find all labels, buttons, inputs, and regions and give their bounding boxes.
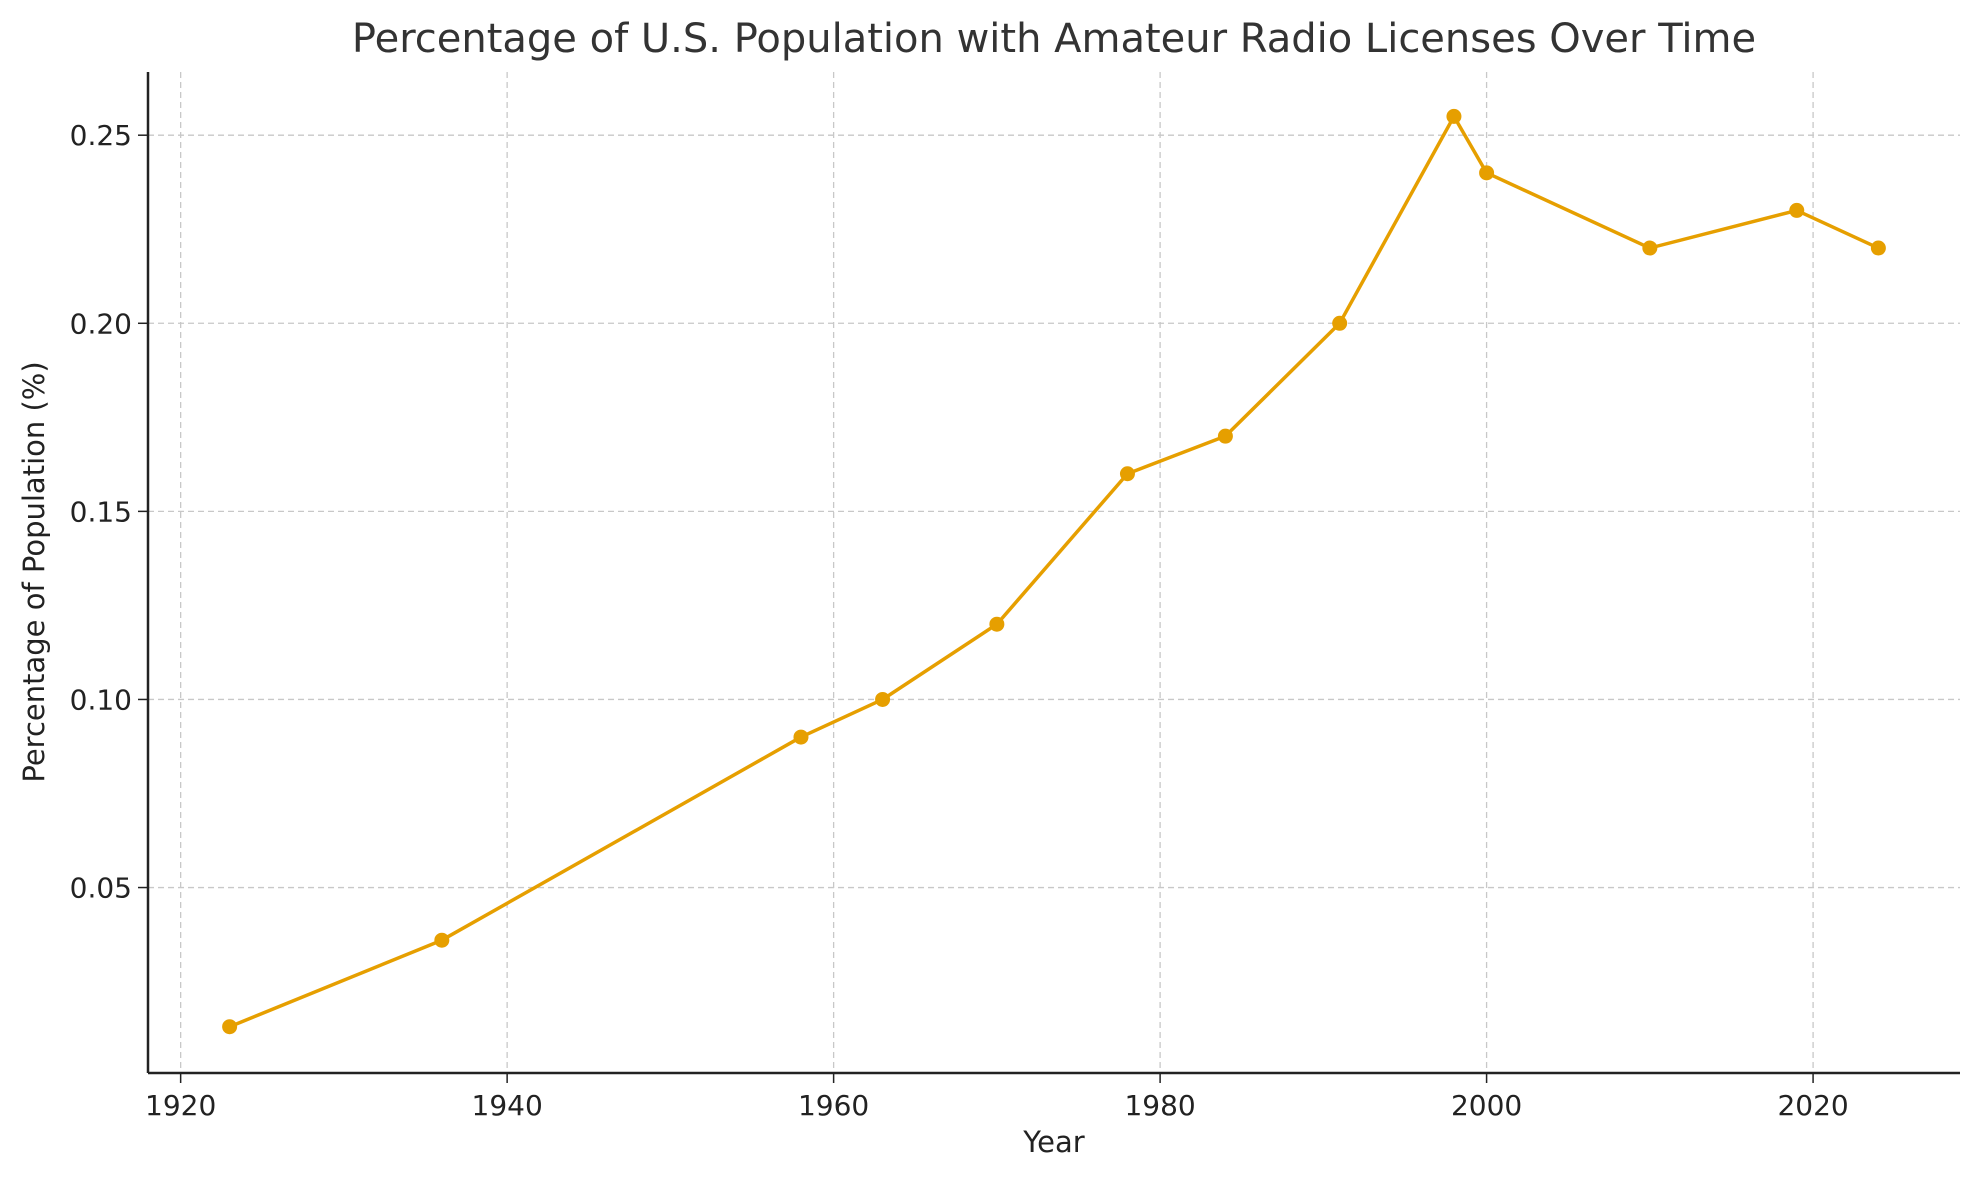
data-point (1119, 466, 1135, 482)
data-point (793, 729, 809, 745)
data-point (1789, 202, 1805, 218)
y-tick-label: 0.05 (70, 872, 132, 905)
chart-title: Percentage of U.S. Population with Amate… (352, 16, 1756, 62)
data-point (1642, 240, 1658, 256)
data-point (1870, 240, 1886, 256)
series-line (222, 108, 1886, 1035)
ticks: 1920 1940 1960 1980 2000 2020 0.05 0.10 0.15 0.20… (70, 119, 1849, 1122)
x-tick-label: 1960 (798, 1089, 869, 1122)
x-tick-label: 1920 (145, 1089, 216, 1122)
y-axis-label: Percentage of Population (%) (17, 361, 51, 782)
x-axis-label: Year (1022, 1125, 1084, 1159)
y-tick-label: 0.20 (70, 307, 132, 340)
x-tick-label: 1940 (472, 1089, 543, 1122)
data-line (228, 114, 1880, 1029)
y-tick-label: 0.15 (70, 495, 132, 528)
data-point (1479, 165, 1495, 181)
data-point (434, 932, 450, 948)
x-tick-label: 2020 (1777, 1089, 1848, 1122)
y-tick-label: 0.10 (70, 683, 132, 716)
x-tick-label: 2000 (1451, 1089, 1522, 1122)
data-point (1332, 315, 1348, 331)
data-point (989, 616, 1005, 632)
data-point (875, 691, 891, 707)
y-tick-label: 0.25 (70, 119, 132, 152)
data-point (1446, 108, 1462, 124)
grid (148, 72, 1960, 1073)
data-point (1217, 428, 1233, 444)
data-point (222, 1019, 238, 1035)
x-tick-label: 1980 (1124, 1089, 1195, 1122)
